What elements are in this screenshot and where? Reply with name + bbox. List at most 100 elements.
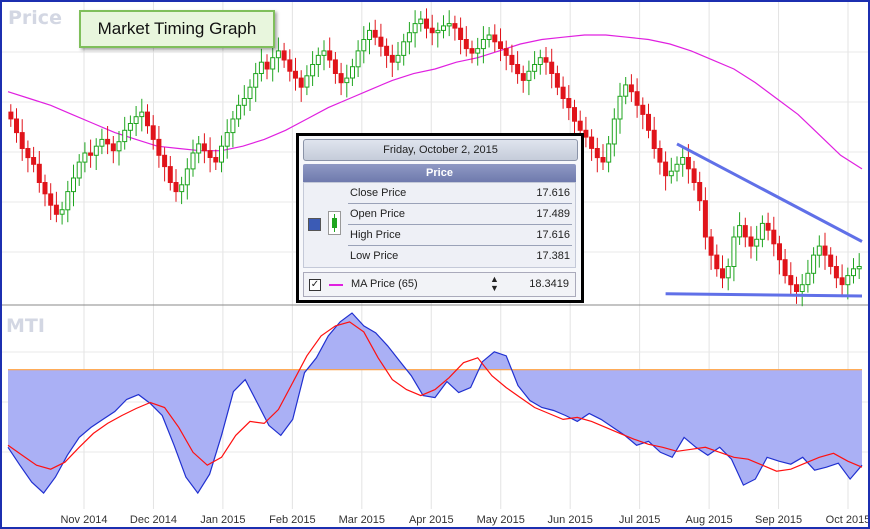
candle-body: [133, 116, 139, 124]
candle-body: [36, 163, 42, 184]
x-tick-label: Dec 2014: [130, 514, 177, 526]
candle-body: [463, 39, 469, 50]
candle-body: [583, 129, 589, 138]
x-axis: Nov 2014 Dec 2014 Jan 2015 Feb 2015 Mar 2015…: [60, 514, 868, 526]
candle-body: [532, 64, 538, 72]
candle-body: [572, 107, 577, 122]
mti-panel-label: MTI: [6, 315, 45, 337]
candle-body: [657, 148, 663, 163]
support-trendline: [665, 292, 863, 298]
candle-body: [327, 50, 333, 61]
candle-body: [777, 243, 782, 261]
candle-body: [788, 275, 794, 286]
candle-body: [219, 145, 224, 163]
x-tick-label: Jun 2015: [548, 514, 593, 526]
candle-body: [184, 168, 190, 186]
candle-body: [554, 73, 560, 88]
candle-body: [480, 39, 486, 50]
ma-value: 18.3419: [529, 278, 569, 290]
candle-body: [236, 104, 242, 120]
candle-body: [742, 225, 748, 238]
x-tick-label: Aug 2015: [686, 514, 733, 526]
candle-body: [19, 132, 25, 150]
candle-body: [88, 152, 94, 156]
price-checkbox[interactable]: [308, 218, 321, 231]
candle-body: [213, 157, 219, 163]
ma-row: ✓ MA Price (65) ▲ ▼ 18.3419: [303, 272, 576, 297]
candle-body: [446, 23, 452, 27]
low-price-value: 17.381: [536, 250, 570, 262]
candle-body: [281, 50, 287, 61]
candle-body: [167, 166, 173, 184]
candle-body: [623, 84, 629, 97]
candle-body: [543, 57, 549, 63]
candle-body: [395, 54, 401, 63]
candle-body: [577, 120, 583, 131]
ma-line: [7, 34, 863, 170]
candle-body: [805, 272, 811, 286]
candle-body: [207, 150, 213, 158]
candle-body: [424, 18, 429, 29]
candle-body: [418, 18, 424, 25]
x-tick-label: Sep 2015: [755, 514, 802, 526]
candle-body: [646, 113, 651, 131]
candle-body: [839, 277, 845, 286]
candle-body: [76, 161, 82, 179]
candle-body: [99, 138, 105, 147]
price-tooltip: Friday, October 2, 2015 Price Close Pric…: [296, 133, 584, 303]
candle-body: [401, 41, 407, 56]
open-price-value: 17.489: [536, 208, 570, 220]
candle-body: [856, 266, 862, 270]
candle-body: [315, 54, 321, 66]
ma-label: MA Price (65): [351, 278, 418, 290]
candle-body: [799, 284, 805, 293]
ma-swatch: [329, 284, 343, 286]
candle-body: [537, 57, 543, 66]
candle-body: [720, 268, 725, 279]
mti-area: [8, 313, 862, 494]
candle-body: [82, 152, 88, 163]
mti-series: [7, 312, 863, 495]
candle-body: [275, 50, 281, 59]
candle-body: [691, 168, 697, 183]
ma-series: [7, 34, 863, 170]
open-price-row: Open Price 17.489: [348, 204, 572, 225]
candle-body: [748, 236, 754, 247]
candle-body: [304, 75, 310, 88]
candle-body: [611, 118, 617, 145]
candle-body: [680, 157, 686, 165]
candle-body: [435, 29, 441, 34]
tooltip-header: Price: [303, 164, 576, 182]
candle-body: [452, 23, 458, 29]
x-tick-label: Mar 2015: [339, 514, 385, 526]
candle-body: [737, 225, 743, 238]
candle-body: [367, 29, 372, 40]
candle-body: [714, 254, 720, 270]
candle-body: [600, 157, 606, 163]
candle-body: [344, 77, 350, 84]
candle-body: [731, 236, 737, 267]
candle-body: [247, 86, 253, 99]
candle-body: [384, 45, 390, 56]
candle-body: [93, 145, 99, 156]
candle-body: [651, 129, 657, 150]
candle-body: [332, 59, 338, 75]
ma-checkbox[interactable]: ✓: [309, 279, 321, 291]
candle-body: [287, 59, 293, 72]
candle-icon: [328, 211, 341, 235]
candle-body: [674, 163, 680, 172]
candle-body: [230, 118, 236, 134]
candle-body: [127, 123, 133, 131]
candle-body: [264, 61, 270, 70]
candle-body: [503, 48, 509, 56]
sort-arrows-icon[interactable]: ▲ ▼: [490, 274, 499, 293]
candle-body: [241, 98, 247, 106]
candle-body: [298, 77, 304, 88]
candle-body: [816, 245, 822, 256]
candle-body: [145, 111, 150, 127]
candle-body: [53, 204, 59, 215]
candle-body: [270, 57, 276, 70]
candle-body: [150, 125, 156, 140]
candle-body: [42, 182, 48, 195]
x-tick-label: Apr 2015: [409, 514, 454, 526]
